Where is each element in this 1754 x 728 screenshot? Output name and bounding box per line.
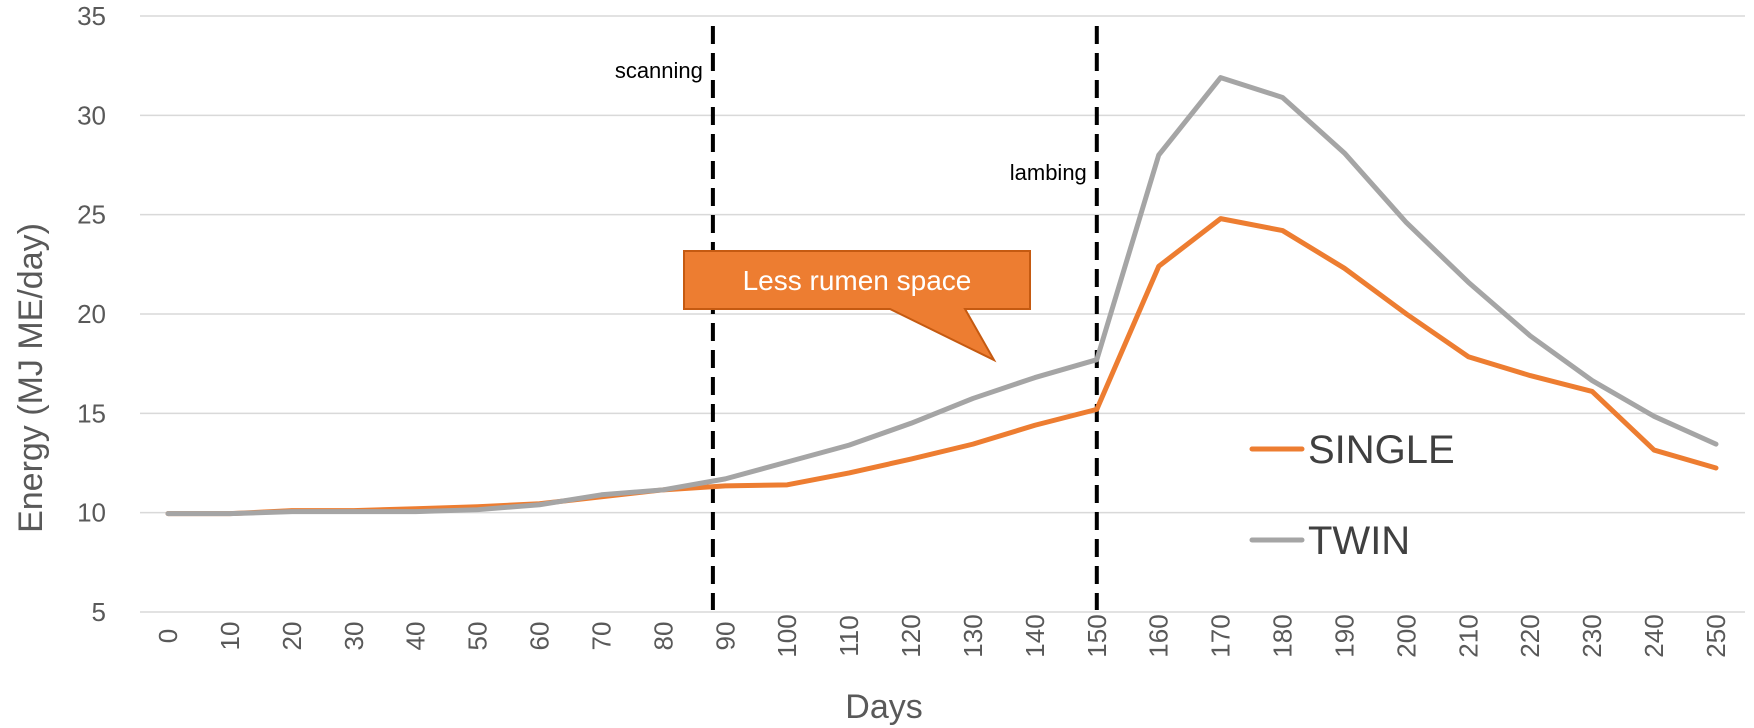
x-tick-label: 140 (1020, 614, 1050, 657)
x-tick-label: 250 (1701, 614, 1731, 657)
series-line-single (165, 216, 1719, 517)
x-tick-label: 20 (277, 622, 307, 651)
x-tick-label: 180 (1268, 614, 1298, 657)
y-tick-label: 20 (77, 299, 106, 329)
x-tick-label: 70 (586, 622, 616, 651)
x-tick-label: 130 (958, 614, 988, 657)
x-tick-label: 50 (463, 622, 493, 651)
event-markers: scanning lambing (615, 26, 1099, 610)
legend-label-twin: TWIN (1308, 519, 1410, 563)
x-tick-label: 240 (1639, 614, 1669, 657)
x-axis-ticks: 0 10 20 30 40 50 60 70 80 90 100 110 120 130 140 150 160… (153, 614, 1731, 657)
x-tick-label: 210 (1453, 614, 1483, 657)
x-tick-label: 100 (772, 614, 802, 657)
x-tick-label: 30 (339, 622, 369, 651)
series-line-twin (165, 75, 1719, 517)
x-tick-label: 120 (896, 614, 926, 657)
x-tick-label: 90 (710, 622, 740, 651)
x-tick-label: 170 (1206, 614, 1236, 657)
x-axis-title: Days (845, 688, 922, 726)
callout-annotation: Less rumen space (683, 250, 1031, 363)
y-tick-label: 15 (77, 398, 106, 428)
y-axis-title: Energy (MJ ME/day) (12, 223, 50, 533)
marker-label-scanning: scanning (615, 58, 703, 83)
y-tick-label: 5 (92, 597, 106, 627)
legend-label-single: SINGLE (1308, 428, 1455, 472)
x-tick-label: 80 (648, 622, 678, 651)
y-tick-label: 10 (77, 498, 106, 528)
callout-text: Less rumen space (743, 265, 972, 296)
x-tick-label: 110 (834, 615, 864, 656)
x-tick-label: 200 (1391, 614, 1421, 657)
y-axis-ticks: 5 10 15 20 25 30 35 (77, 1, 106, 627)
x-tick-label: 230 (1577, 614, 1607, 657)
x-tick-label: 40 (401, 622, 431, 651)
x-tick-label: 0 (153, 629, 183, 643)
callout-shape (683, 250, 1031, 363)
y-tick-label: 25 (77, 200, 106, 230)
marker-label-lambing: lambing (1010, 160, 1087, 185)
x-tick-label: 10 (215, 622, 245, 651)
x-tick-label: 220 (1515, 614, 1545, 657)
x-tick-label: 150 (1082, 614, 1112, 657)
x-tick-label: 160 (1144, 614, 1174, 657)
y-tick-label: 30 (77, 100, 106, 130)
x-tick-label: 60 (525, 622, 555, 651)
legend: SINGLE TWIN (1249, 428, 1455, 563)
series-lines (165, 75, 1719, 517)
x-tick-label: 190 (1329, 614, 1359, 657)
y-tick-label: 35 (77, 1, 106, 31)
